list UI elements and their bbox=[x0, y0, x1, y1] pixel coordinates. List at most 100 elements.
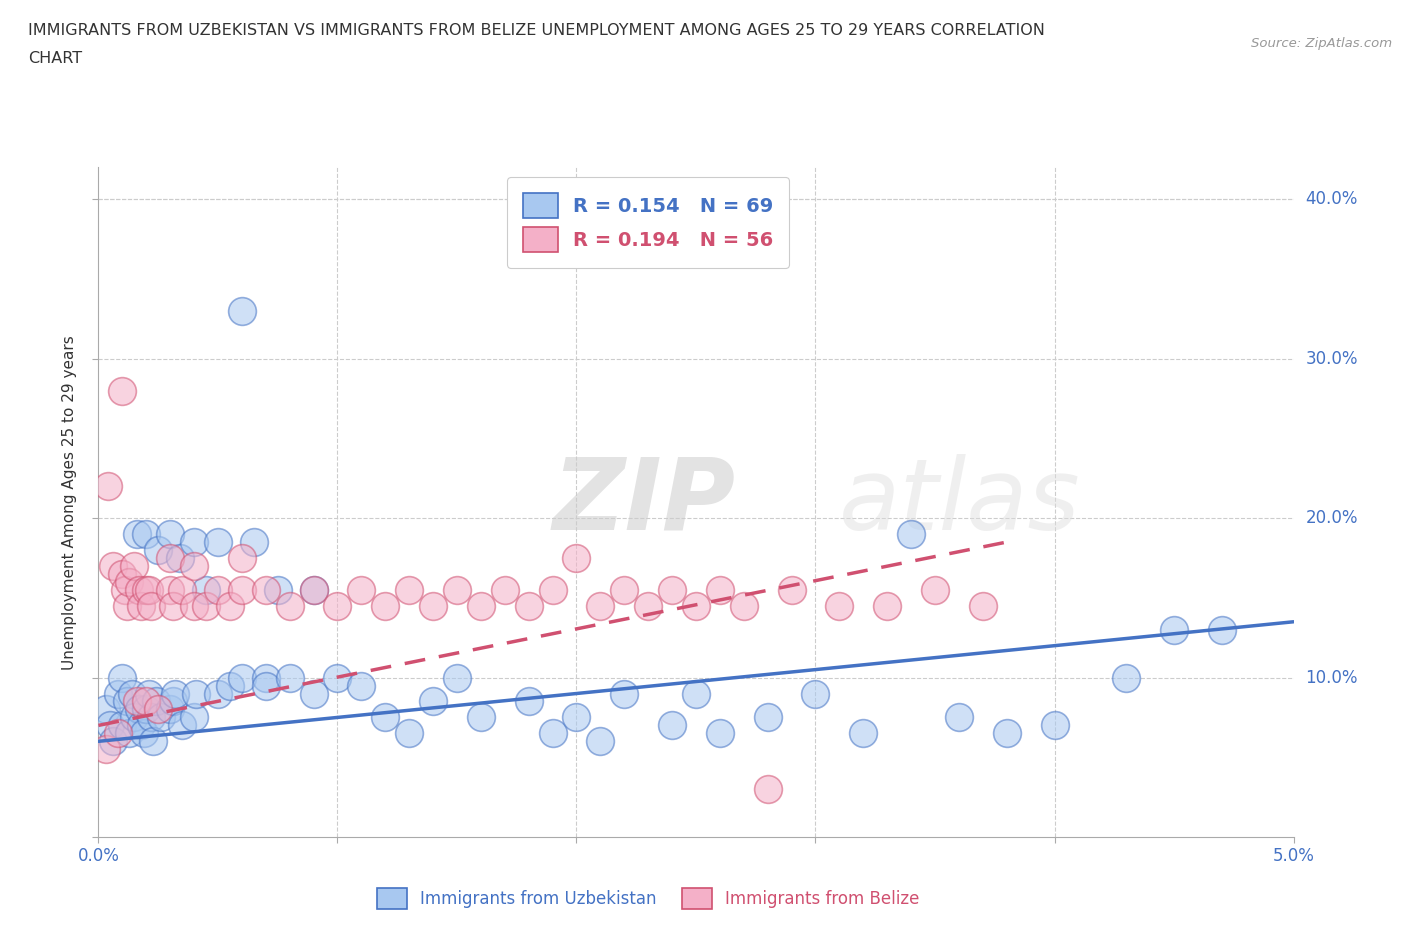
Point bbox=[139, 598, 162, 613]
Point bbox=[172, 582, 194, 597]
Point bbox=[278, 598, 301, 613]
Point bbox=[661, 718, 683, 733]
Point bbox=[207, 686, 229, 701]
Point bbox=[121, 686, 143, 701]
Point bbox=[128, 702, 150, 717]
Text: 30.0%: 30.0% bbox=[1305, 350, 1358, 367]
Point bbox=[207, 535, 229, 550]
Point bbox=[422, 694, 444, 709]
Point bbox=[148, 542, 170, 557]
Point bbox=[135, 702, 157, 717]
Point bbox=[900, 526, 922, 541]
Point bbox=[194, 598, 218, 613]
Point bbox=[107, 726, 129, 741]
Legend: Immigrants from Uzbekistan, Immigrants from Belize: Immigrants from Uzbekistan, Immigrants f… bbox=[364, 874, 932, 923]
Point bbox=[159, 551, 181, 565]
Point bbox=[125, 526, 148, 541]
Point bbox=[231, 303, 253, 318]
Point bbox=[111, 671, 134, 685]
Point bbox=[132, 726, 155, 741]
Point bbox=[302, 686, 325, 701]
Point bbox=[565, 551, 588, 565]
Point bbox=[124, 559, 146, 574]
Point bbox=[398, 582, 420, 597]
Text: 20.0%: 20.0% bbox=[1305, 509, 1358, 527]
Point bbox=[125, 694, 148, 709]
Text: atlas: atlas bbox=[839, 454, 1081, 551]
Point bbox=[114, 582, 136, 597]
Point bbox=[446, 582, 468, 597]
Point bbox=[183, 710, 205, 724]
Point bbox=[852, 726, 875, 741]
Point bbox=[709, 726, 731, 741]
Point bbox=[756, 710, 779, 724]
Point bbox=[231, 551, 253, 565]
Point bbox=[494, 582, 516, 597]
Point bbox=[186, 686, 208, 701]
Point bbox=[948, 710, 970, 724]
Point bbox=[139, 710, 162, 724]
Point bbox=[254, 678, 277, 693]
Point bbox=[118, 726, 141, 741]
Point bbox=[231, 582, 253, 597]
Point bbox=[142, 734, 165, 749]
Point bbox=[231, 671, 253, 685]
Point bbox=[924, 582, 946, 597]
Point bbox=[517, 694, 540, 709]
Point bbox=[1163, 622, 1185, 637]
Point bbox=[183, 598, 205, 613]
Point bbox=[661, 582, 683, 597]
Point bbox=[589, 598, 612, 613]
Text: Source: ZipAtlas.com: Source: ZipAtlas.com bbox=[1251, 37, 1392, 50]
Point bbox=[162, 598, 184, 613]
Point bbox=[446, 671, 468, 685]
Point bbox=[326, 598, 349, 613]
Point bbox=[470, 710, 492, 724]
Point bbox=[374, 710, 396, 724]
Point bbox=[135, 526, 157, 541]
Point bbox=[350, 582, 373, 597]
Point bbox=[124, 710, 146, 724]
Point bbox=[163, 686, 186, 701]
Point bbox=[135, 582, 157, 597]
Point bbox=[148, 702, 170, 717]
Point bbox=[138, 582, 160, 597]
Point bbox=[374, 598, 396, 613]
Point bbox=[517, 598, 540, 613]
Point bbox=[107, 686, 129, 701]
Y-axis label: Unemployment Among Ages 25 to 29 years: Unemployment Among Ages 25 to 29 years bbox=[62, 335, 77, 670]
Point bbox=[756, 782, 779, 797]
Point bbox=[183, 535, 205, 550]
Text: IMMIGRANTS FROM UZBEKISTAN VS IMMIGRANTS FROM BELIZE UNEMPLOYMENT AMONG AGES 25 : IMMIGRANTS FROM UZBEKISTAN VS IMMIGRANTS… bbox=[28, 23, 1045, 38]
Text: CHART: CHART bbox=[28, 51, 82, 66]
Point bbox=[145, 694, 167, 709]
Point bbox=[115, 598, 138, 613]
Point bbox=[685, 598, 707, 613]
Point bbox=[97, 479, 120, 494]
Point bbox=[326, 671, 349, 685]
Point bbox=[219, 678, 242, 693]
Point bbox=[780, 582, 803, 597]
Point bbox=[194, 582, 218, 597]
Point bbox=[254, 671, 277, 685]
Point bbox=[162, 694, 184, 709]
Point bbox=[131, 598, 153, 613]
Point bbox=[172, 718, 194, 733]
Point bbox=[302, 582, 325, 597]
Point bbox=[219, 598, 242, 613]
Point bbox=[159, 702, 181, 717]
Point bbox=[637, 598, 659, 613]
Point bbox=[169, 551, 191, 565]
Point bbox=[207, 582, 229, 597]
Point bbox=[159, 526, 181, 541]
Point bbox=[828, 598, 851, 613]
Point bbox=[254, 582, 277, 597]
Point bbox=[183, 559, 205, 574]
Point bbox=[1043, 718, 1066, 733]
Point bbox=[613, 582, 636, 597]
Point bbox=[94, 702, 117, 717]
Point bbox=[243, 535, 266, 550]
Point bbox=[589, 734, 612, 749]
Point bbox=[149, 710, 172, 724]
Point bbox=[804, 686, 827, 701]
